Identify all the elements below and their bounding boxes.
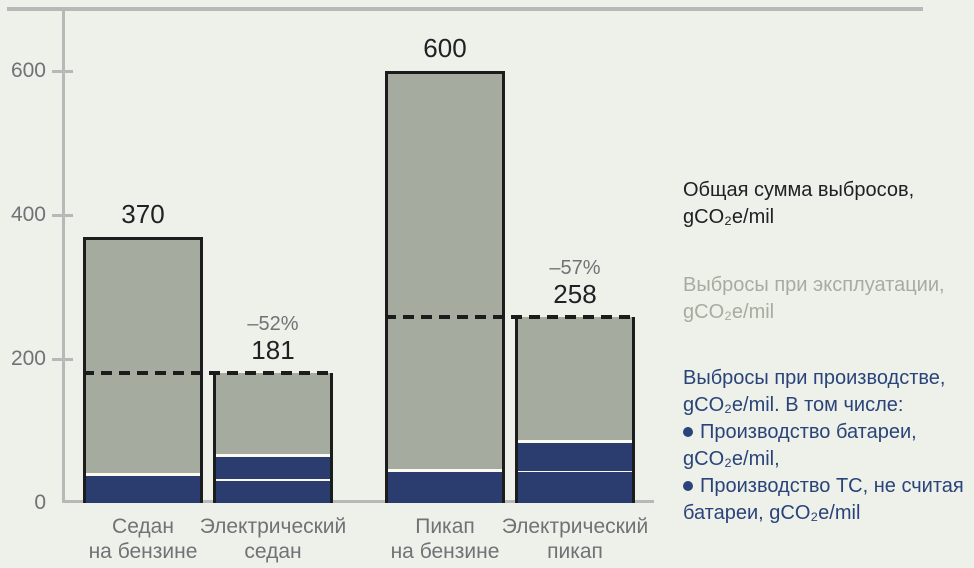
bar-segment-vehicle-production xyxy=(86,474,200,503)
bar-value-label-gas-pickup: 600 xyxy=(360,34,530,63)
segment-divider xyxy=(518,440,632,444)
percent-reduction-label: –52% xyxy=(247,312,299,335)
bar-segment-vehicle-production xyxy=(518,470,632,503)
y-axis-tick-label: 400 xyxy=(10,203,46,226)
x-axis-label-line: на бензине xyxy=(390,540,500,563)
bar-gas-sedan xyxy=(83,236,203,503)
legend-line: Производство ТС, не считая xyxy=(683,473,964,500)
bar-segment-vehicle-production xyxy=(388,470,502,503)
bullet-icon xyxy=(683,481,693,491)
legend-block-production-emissions: Выбросы при производстве, gCO₂e/mil. В то… xyxy=(683,365,964,527)
y-axis-tick-label: 200 xyxy=(10,347,46,370)
legend-block-total-emissions: Общая сумма выбросов, gCO₂e/mil xyxy=(683,177,914,231)
x-axis-baseline xyxy=(62,500,654,503)
bar-gas-pickup xyxy=(385,71,505,503)
bar-value-label-ev-pickup: –57% 258 xyxy=(490,256,660,309)
legend-line: Выбросы при эксплуатации, xyxy=(683,274,945,296)
x-axis-label-line: Электрический xyxy=(501,515,649,538)
y-axis-tick-600 xyxy=(52,69,73,73)
bar-segment-battery-production xyxy=(216,455,330,480)
segment-divider xyxy=(518,469,632,473)
bar-segment-vehicle-production xyxy=(216,479,330,503)
legend-line: gCO₂e/mil xyxy=(683,206,775,228)
x-axis-label-ev-sedan: Электрический седан xyxy=(188,514,358,564)
legend-line: gCO₂e/mil, xyxy=(683,448,780,470)
y-axis-tick-label: 600 xyxy=(10,59,46,82)
total-value-label: 600 xyxy=(423,33,467,63)
x-axis-label-line: пикап xyxy=(547,540,603,563)
x-axis-label-line: на бензине xyxy=(88,540,198,563)
dashed-reference-line xyxy=(385,315,635,320)
y-axis-tick-400 xyxy=(52,213,73,217)
percent-reduction-label: –57% xyxy=(549,257,601,280)
segment-divider xyxy=(388,469,502,473)
y-axis-line xyxy=(62,9,65,503)
dashed-reference-line xyxy=(83,370,333,375)
x-axis-label-ev-pickup: Электрический пикап xyxy=(490,514,660,564)
legend-line: Выбросы при производстве, xyxy=(683,367,946,389)
total-value-label: 370 xyxy=(121,198,165,229)
legend-line: Производство батареи, xyxy=(683,419,964,446)
total-value-label: 181 xyxy=(251,334,295,365)
x-axis-label-line: Седан xyxy=(112,515,174,538)
legend-block-operation-emissions: Выбросы при эксплуатации, gCO₂e/mil xyxy=(683,272,945,326)
y-axis-tick-label: 0 xyxy=(34,491,46,514)
segment-divider xyxy=(216,453,330,457)
x-axis-label-line: Пикап xyxy=(415,515,475,538)
segment-divider xyxy=(216,477,330,481)
bar-ev-sedan xyxy=(213,372,333,503)
bar-segment-battery-production xyxy=(518,441,632,471)
x-axis-label-gas-sedan: Седан на бензине xyxy=(58,514,228,564)
y-axis-tick-200 xyxy=(52,357,73,361)
bar-ev-pickup xyxy=(515,317,635,503)
bar-value-label-ev-sedan: –52% 181 xyxy=(188,312,358,365)
legend-line: gCO₂e/mil xyxy=(683,301,775,323)
legend-line: батареи, gCO₂e/mil xyxy=(683,502,861,524)
legend-line: Общая сумма выбросов, xyxy=(683,179,915,201)
bullet-icon xyxy=(683,427,693,437)
x-axis-label-gas-pickup: Пикап на бензине xyxy=(360,514,530,564)
chart-top-border-line xyxy=(7,7,923,11)
segment-divider xyxy=(86,472,200,476)
legend-line: gCO₂e/mil. В том числе: xyxy=(683,394,904,416)
x-axis-label-line: Электрический xyxy=(199,515,347,538)
bar-value-label-gas-sedan: 370 xyxy=(58,198,228,229)
x-axis-label-line: седан xyxy=(244,540,302,563)
total-value-label: 258 xyxy=(553,279,597,310)
